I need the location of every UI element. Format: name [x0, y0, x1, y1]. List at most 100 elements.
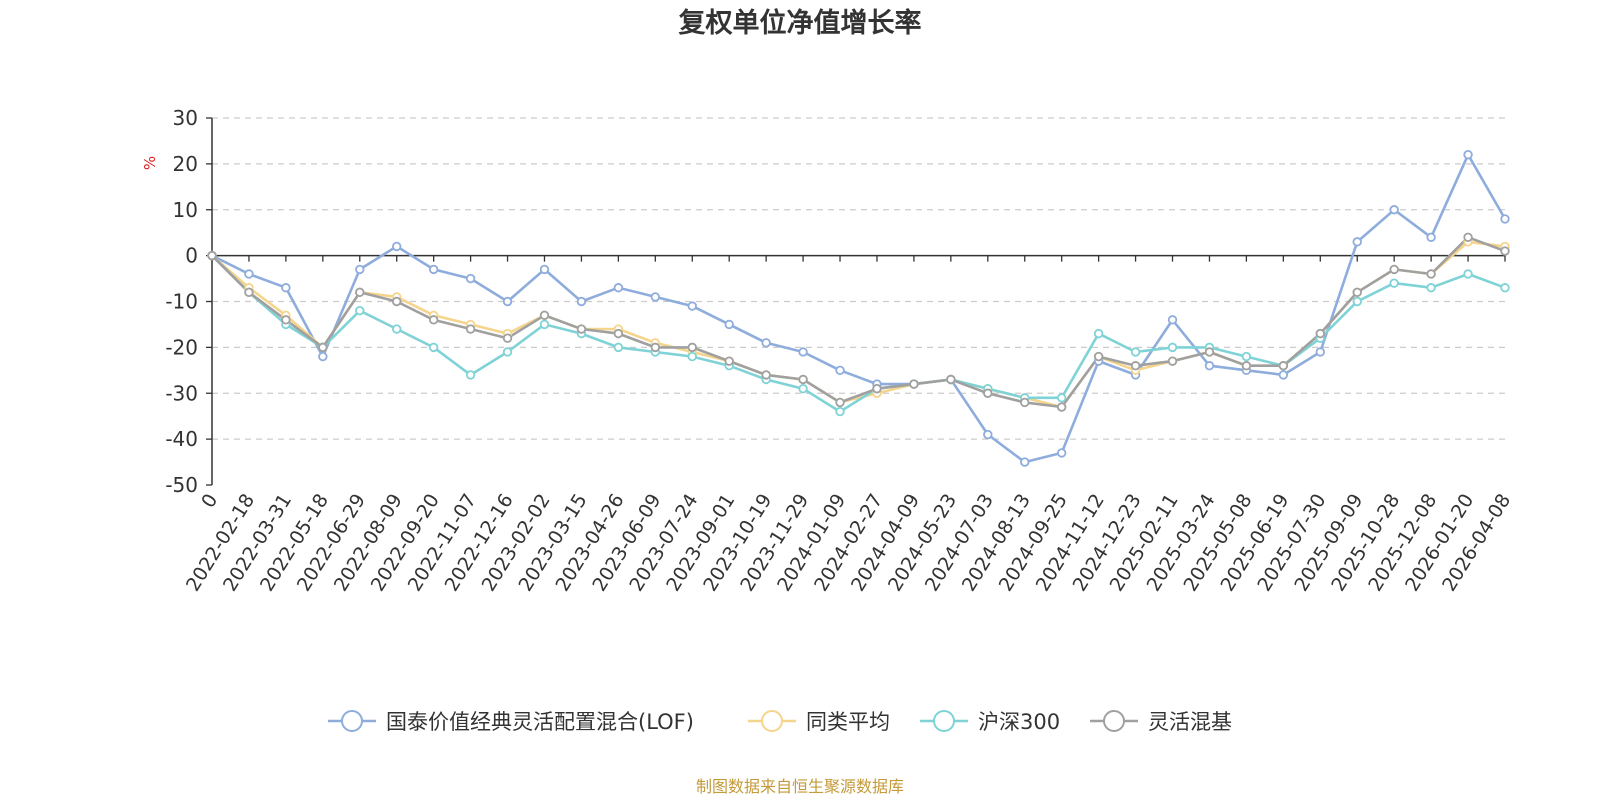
data-point: [613, 283, 624, 293]
y-axis-unit: %: [141, 156, 159, 170]
legend-marker-icon: [1103, 710, 1125, 732]
legend-label: 同类平均: [806, 710, 890, 734]
data-point: [946, 374, 956, 385]
data-point: [761, 338, 771, 348]
data-point: [1463, 149, 1473, 160]
data-point: [244, 269, 254, 279]
data-point: [1463, 269, 1473, 279]
data-point: [1056, 402, 1067, 412]
data-point: [428, 264, 439, 275]
data-point: [539, 264, 550, 275]
data-point: [355, 305, 365, 316]
y-tick-labels: 30 20 10 0 -10 -20 -30 -40 -50: [165, 106, 198, 497]
series-line: [211, 240, 1506, 409]
data-point: [465, 273, 476, 284]
data-point: [1352, 296, 1362, 307]
data-point: [576, 324, 587, 334]
x-tick-label: 0: [197, 490, 222, 512]
data-point: [1500, 283, 1510, 293]
legend-marker-icon: [933, 710, 955, 732]
data-point: [1093, 351, 1104, 362]
data-point: [650, 292, 661, 302]
data-point: [1315, 328, 1325, 339]
y-tick-label: -40: [165, 427, 198, 451]
data-point: [1426, 232, 1436, 242]
data-point: [244, 287, 254, 298]
data-point: [724, 319, 734, 330]
source-note: 制图数据来自恒生聚源数据库: [696, 777, 904, 796]
data-point: [1500, 214, 1510, 224]
data-point: [502, 347, 513, 357]
data-point: [983, 388, 993, 398]
data-point: [428, 315, 439, 325]
data-point: [281, 283, 291, 293]
chart-title: 复权单位净值增长率: [679, 7, 922, 39]
data-point: [613, 342, 624, 353]
data-point: [1426, 269, 1436, 279]
data-point: [1278, 361, 1289, 371]
legend-item[interactable]: 同类平均: [748, 710, 890, 734]
data-point: [872, 383, 882, 394]
data-point: [1056, 448, 1067, 458]
data-point: [1020, 457, 1030, 467]
y-tick-label: -10: [165, 290, 198, 314]
data-point: [687, 351, 697, 362]
legend-marker-icon: [761, 710, 783, 732]
data-point: [761, 370, 771, 380]
data-point: [724, 356, 734, 366]
data-point: [1204, 347, 1215, 357]
data-point: [1463, 232, 1473, 242]
y-tick-label: -30: [165, 381, 198, 405]
legend-label: 灵活混基: [1148, 710, 1232, 734]
data-point: [798, 347, 808, 357]
data-point: [1167, 342, 1178, 353]
legend-item[interactable]: 灵活混基: [1090, 710, 1232, 734]
data-point: [576, 296, 587, 307]
data-point: [798, 383, 808, 394]
data-point: [1204, 361, 1215, 371]
data-point: [1315, 347, 1325, 357]
data-point: [539, 319, 550, 330]
grid-lines: [212, 117, 1505, 440]
legend-marker-icon: [341, 710, 363, 732]
legend-item[interactable]: 国泰价值经典灵活配置混合(LOF): [328, 710, 694, 734]
data-point: [835, 365, 845, 376]
y-tick-label: 0: [185, 244, 198, 268]
data-point: [502, 333, 513, 343]
legend[interactable]: 国泰价值经典灵活配置混合(LOF) 同类平均 沪深300 灵活混基: [328, 710, 1232, 734]
data-point: [1241, 351, 1252, 362]
data-point: [1389, 264, 1399, 275]
data-point: [1130, 361, 1141, 371]
data-point: [613, 328, 624, 339]
data-point: [355, 287, 365, 298]
series-line: [211, 153, 1507, 464]
data-point: [318, 342, 328, 353]
legend-item[interactable]: 沪深300: [920, 710, 1060, 734]
data-point: [1426, 283, 1436, 293]
data-point: [392, 296, 402, 307]
series-line: [211, 236, 1506, 409]
y-tick-label: -50: [165, 473, 198, 497]
data-point: [539, 310, 550, 320]
data-point: [392, 241, 402, 252]
data-point: [355, 264, 365, 275]
data-point: [983, 429, 993, 440]
y-tick-label: -20: [165, 335, 198, 359]
legend-label: 沪深300: [978, 710, 1060, 734]
data-point: [687, 342, 697, 353]
data-point: [1130, 347, 1141, 357]
y-tick-label: 20: [173, 152, 198, 176]
data-point: [1167, 315, 1178, 325]
series-group: [207, 149, 1510, 467]
data-point: [1352, 287, 1362, 298]
data-point: [798, 374, 808, 385]
data-point: [1352, 237, 1362, 247]
x-tick-labels: 02022-02-182022-03-312022-05-182022-06-2…: [182, 490, 1515, 595]
data-point: [1389, 205, 1399, 215]
data-point: [909, 379, 919, 389]
data-point: [650, 342, 661, 353]
data-point: [1093, 328, 1104, 339]
data-point: [835, 397, 845, 408]
data-point: [465, 370, 476, 380]
